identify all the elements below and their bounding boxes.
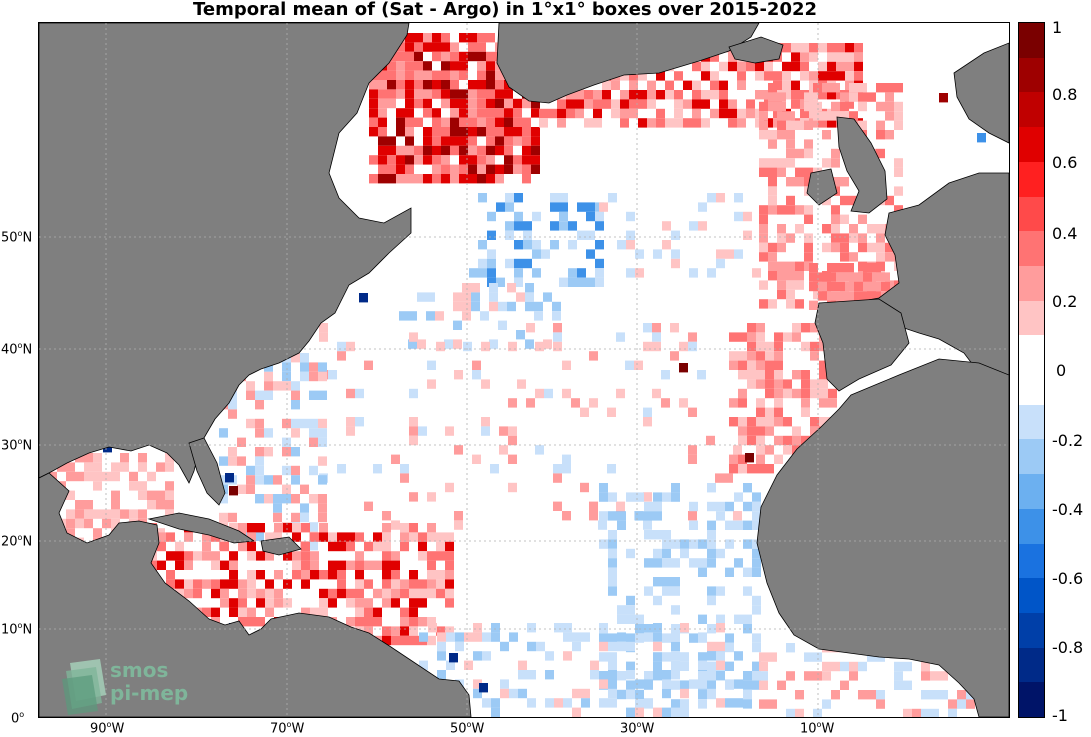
x-tick-50w: 50oW [450, 720, 485, 737]
x-tick-10w: 10oW [800, 720, 835, 737]
colorbar-segment [1019, 196, 1044, 232]
colorbar-segment [1019, 265, 1044, 301]
florida-land [188, 437, 226, 506]
iceland-land [728, 36, 784, 64]
colorbar-label: 0.4 [1052, 224, 1078, 243]
graticule [39, 23, 1009, 717]
y-tick-10n: 10oN [1, 621, 33, 638]
colorbar-segment [1019, 300, 1044, 336]
colorbar-segment [1019, 682, 1044, 718]
central-america-land [39, 472, 472, 717]
colorbar-segment [1019, 92, 1044, 128]
scandinavia-land [953, 42, 1009, 144]
colorbar-segment [1019, 612, 1044, 648]
colorbar-segment [1019, 404, 1044, 440]
colorbar-label: 1 [1052, 18, 1063, 37]
landmasses [39, 23, 1009, 717]
y-tick-30n: 30oN [1, 437, 33, 454]
colorbar-segment [1019, 231, 1044, 266]
colorbar-segment [1019, 335, 1044, 371]
britain-land [836, 116, 888, 214]
y-tick-20n: 20oN [1, 533, 33, 550]
y-tick-50n: 50oN [1, 229, 33, 246]
colorbar-label: -0.4 [1052, 500, 1084, 519]
map-area [38, 22, 1010, 718]
colorbar-label: -0.8 [1052, 638, 1084, 657]
logo-text-line1: smos [110, 658, 169, 682]
iberia-land [814, 298, 910, 392]
logo-text-line2: pi-mep [110, 681, 189, 705]
x-tick-30w: 30oW [620, 720, 655, 737]
map-canvas [39, 23, 1009, 717]
colorbar-label: 0.2 [1052, 292, 1078, 311]
africa-land [756, 358, 1009, 717]
colorbar-segment [1019, 578, 1044, 613]
colorbar-label: -0.2 [1052, 431, 1084, 450]
x-tick-90w: 90oW [90, 720, 125, 737]
smos-pimep-logo [62, 659, 106, 715]
colorbar-label: -0.6 [1052, 569, 1084, 588]
north-america-land [39, 23, 412, 484]
colorbar-label: -1 [1052, 706, 1068, 725]
colorbar [1018, 22, 1045, 718]
hispaniola-land [260, 536, 302, 556]
colorbar-segment [1019, 474, 1044, 509]
colorbar-label: 0 [1056, 361, 1067, 380]
x-tick-70w: 70oW [270, 720, 305, 737]
y-tick-0: 0o [11, 710, 25, 727]
greenland-land [496, 23, 760, 104]
colorbar-label: 0.6 [1052, 153, 1078, 172]
colorbar-segment [1019, 161, 1044, 197]
colorbar-segment [1019, 543, 1044, 579]
colorbar-label: 0.8 [1052, 85, 1078, 104]
colorbar-segment [1019, 57, 1044, 93]
colorbar-segment [1019, 370, 1044, 405]
colorbar-segment [1019, 508, 1044, 544]
y-tick-40n: 40oN [1, 341, 33, 358]
europe-land [850, 172, 1009, 404]
colorbar-segment [1019, 127, 1044, 162]
ireland-land [806, 168, 838, 206]
map-title: Temporal mean of (Sat - Argo) in 1°x1° b… [192, 0, 818, 20]
colorbar-segment [1019, 23, 1044, 58]
colorbar-segment [1019, 647, 1044, 683]
colorbar-segment [1019, 439, 1044, 475]
